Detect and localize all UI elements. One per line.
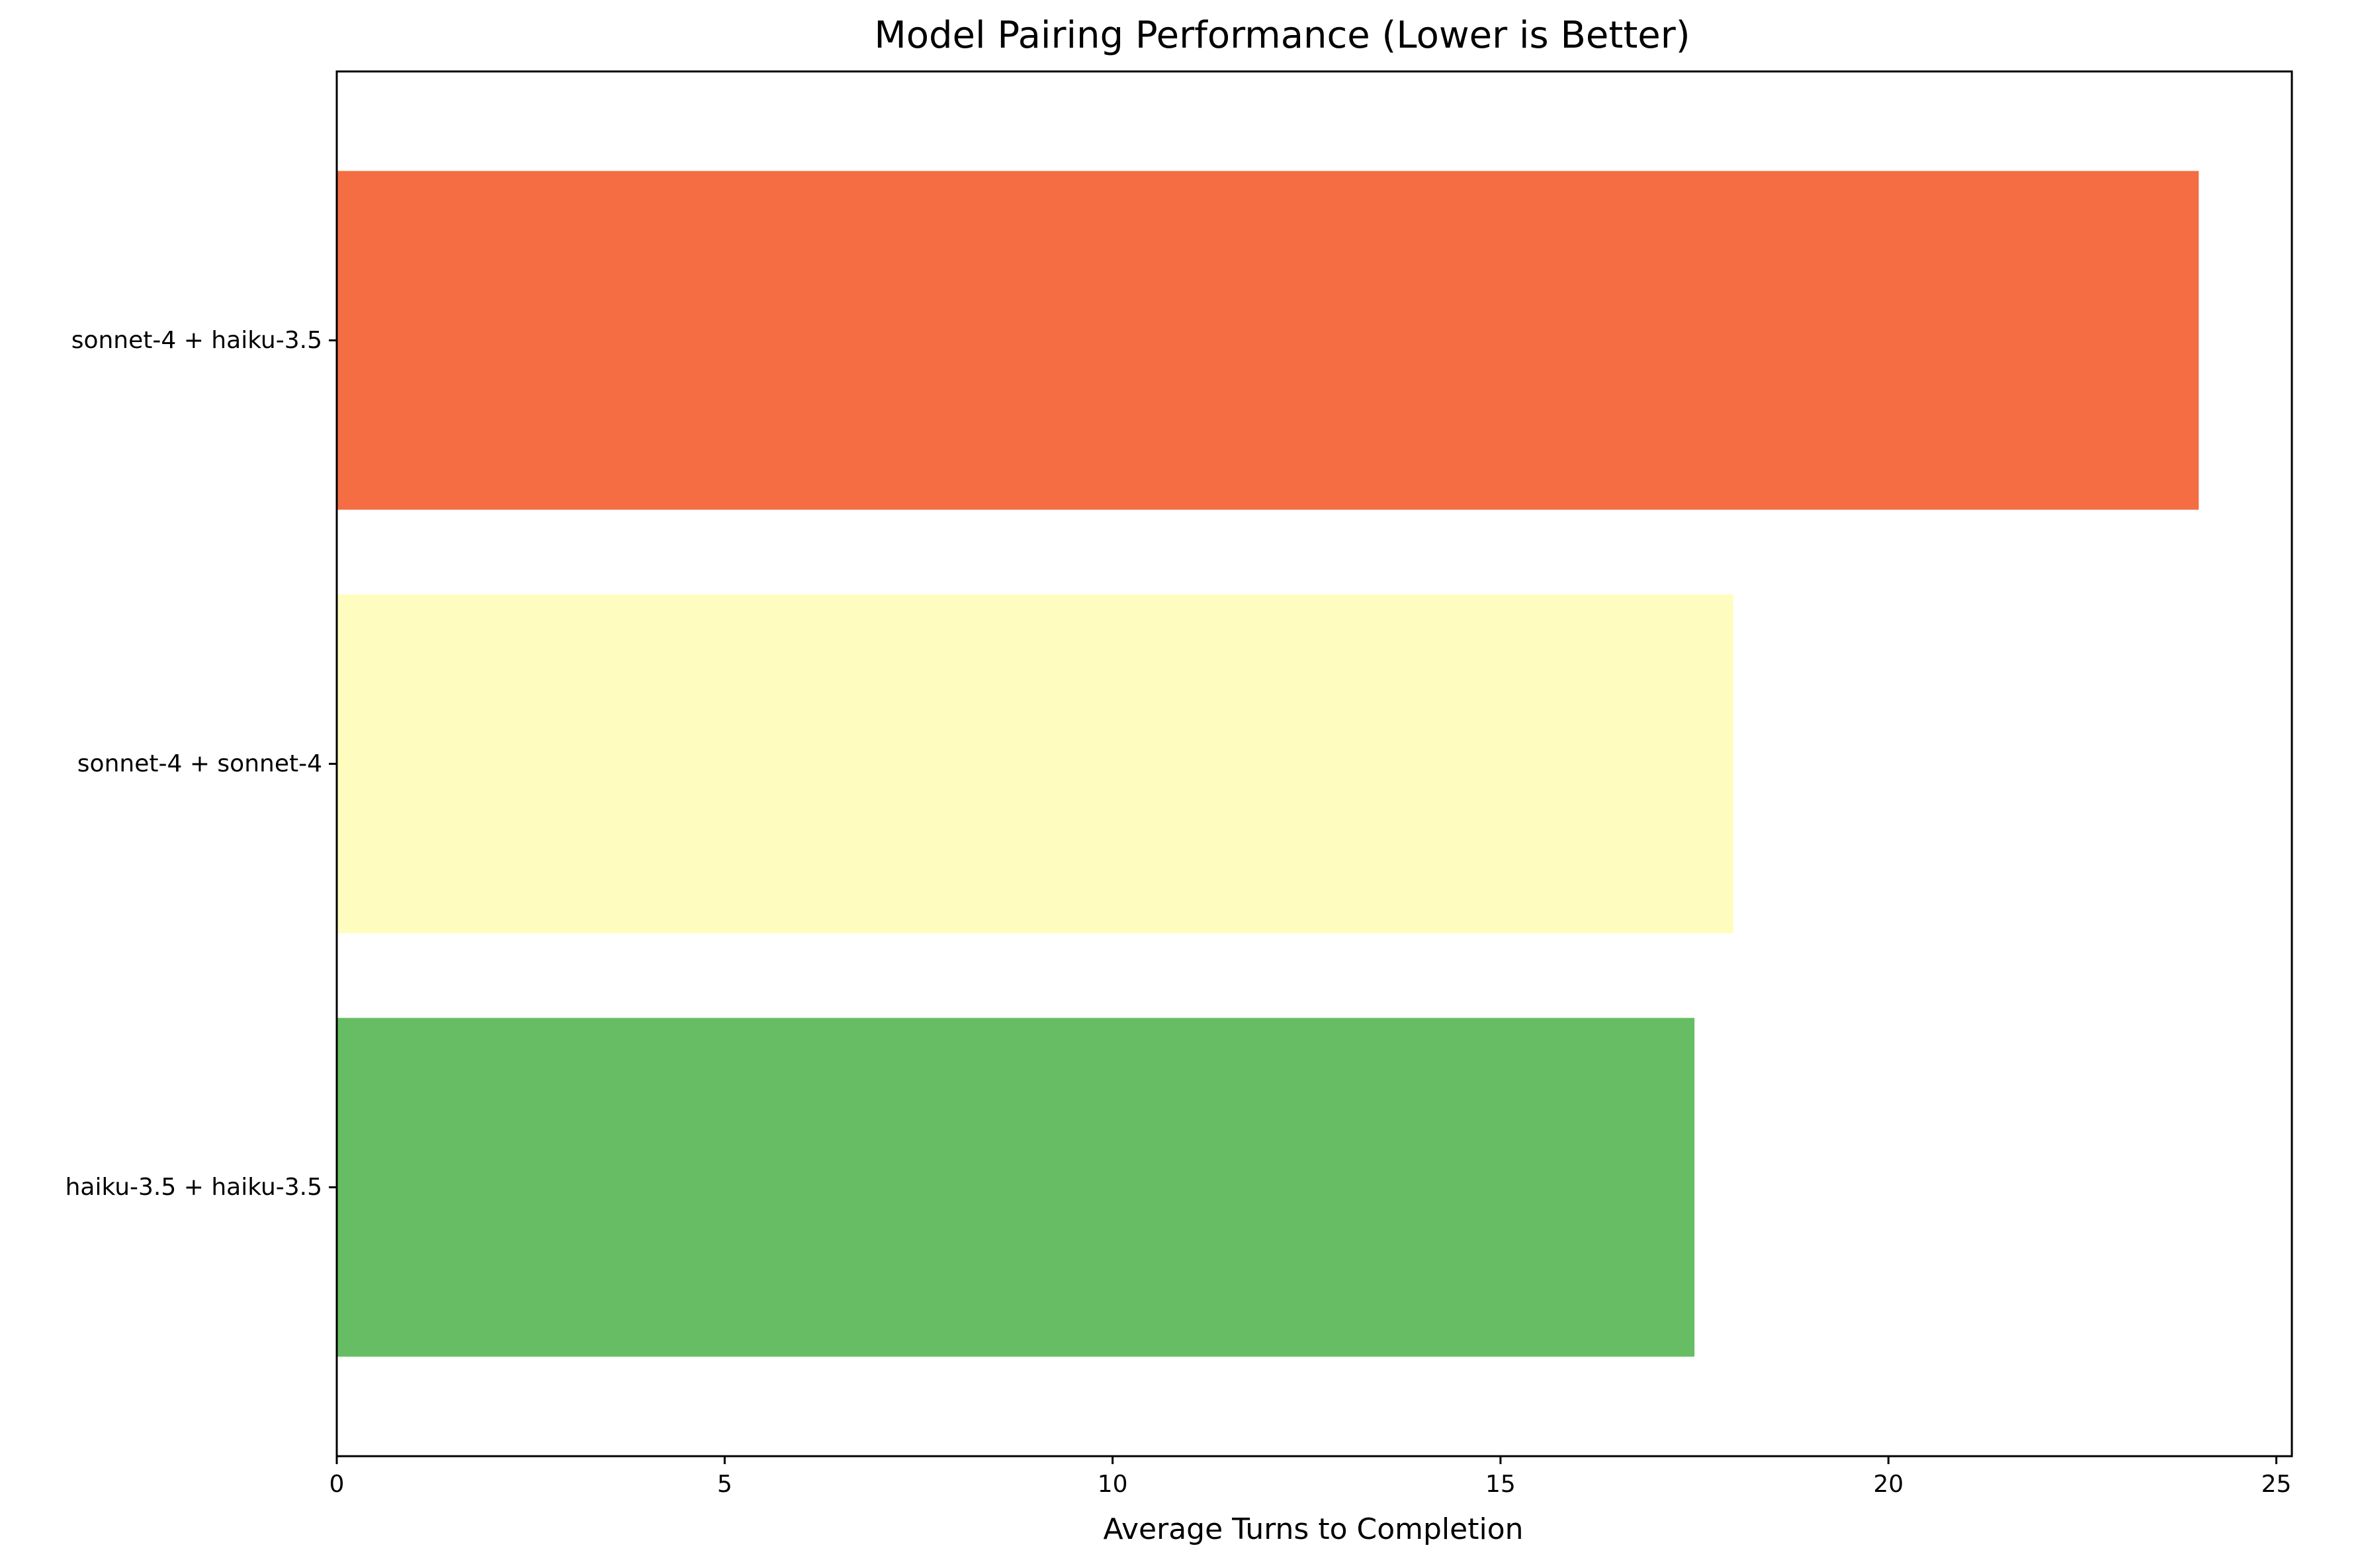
y-axis-ticks: haiku-3.5 + haiku-3.5 sonnet-4 + sonnet-4… — [66, 327, 337, 1201]
chart-title: Model Pairing Performance (Lower is Bett… — [874, 14, 1690, 57]
x-axis-ticks: 0 5 10 15 20 25 — [329, 1456, 2292, 1498]
y-tick-label: sonnet-4 + sonnet-4 — [77, 750, 322, 777]
x-tick-label: 0 — [329, 1471, 345, 1498]
x-tick-label: 25 — [2261, 1471, 2292, 1498]
x-tick-label: 15 — [1485, 1471, 1516, 1498]
plot-frame — [335, 70, 2293, 1458]
bars-layer — [337, 171, 2199, 1357]
bar-haiku-3-5-haiku-3-5 — [337, 1018, 1695, 1357]
bar-sonnet-4-haiku-3-5 — [337, 171, 2199, 510]
x-tick-label: 5 — [717, 1471, 732, 1498]
x-axis-label: Average Turns to Completion — [1103, 1512, 1523, 1546]
bar-sonnet-4-sonnet-4 — [337, 594, 1733, 934]
y-tick-label: haiku-3.5 + haiku-3.5 — [66, 1174, 322, 1201]
x-tick-label: 20 — [1873, 1471, 1903, 1498]
y-tick-label: sonnet-4 + haiku-3.5 — [71, 327, 322, 354]
x-tick-label: 10 — [1098, 1471, 1128, 1498]
